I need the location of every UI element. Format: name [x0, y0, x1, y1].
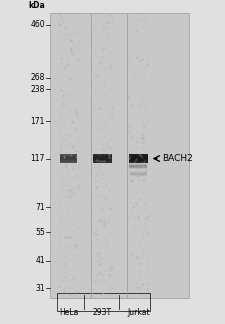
Text: 171: 171 — [31, 117, 45, 126]
FancyBboxPatch shape — [129, 158, 148, 159]
FancyBboxPatch shape — [60, 161, 77, 162]
FancyBboxPatch shape — [129, 154, 148, 163]
FancyBboxPatch shape — [93, 154, 112, 163]
FancyBboxPatch shape — [129, 161, 148, 162]
Text: BACH2: BACH2 — [162, 154, 193, 163]
FancyBboxPatch shape — [60, 156, 77, 157]
FancyBboxPatch shape — [129, 156, 148, 157]
Text: 238: 238 — [31, 85, 45, 94]
FancyBboxPatch shape — [129, 160, 148, 161]
FancyBboxPatch shape — [60, 154, 77, 163]
FancyBboxPatch shape — [60, 162, 77, 163]
FancyBboxPatch shape — [93, 157, 112, 158]
FancyBboxPatch shape — [93, 161, 112, 162]
Text: 268: 268 — [31, 73, 45, 82]
Text: 293T: 293T — [93, 308, 112, 317]
FancyBboxPatch shape — [60, 154, 77, 155]
FancyBboxPatch shape — [60, 155, 77, 156]
FancyBboxPatch shape — [129, 159, 148, 160]
FancyBboxPatch shape — [93, 159, 112, 160]
FancyBboxPatch shape — [129, 155, 148, 156]
FancyBboxPatch shape — [60, 159, 77, 160]
FancyBboxPatch shape — [129, 157, 148, 158]
Text: 71: 71 — [35, 203, 45, 212]
FancyBboxPatch shape — [60, 158, 77, 159]
Text: HeLa: HeLa — [59, 308, 78, 317]
FancyBboxPatch shape — [50, 13, 189, 298]
FancyBboxPatch shape — [93, 162, 112, 163]
FancyBboxPatch shape — [93, 154, 112, 155]
FancyBboxPatch shape — [60, 160, 77, 161]
Text: 117: 117 — [31, 154, 45, 163]
Text: Jurkat: Jurkat — [127, 308, 150, 317]
Text: 31: 31 — [35, 284, 45, 293]
FancyBboxPatch shape — [129, 154, 148, 155]
FancyBboxPatch shape — [129, 162, 148, 163]
FancyBboxPatch shape — [93, 160, 112, 161]
FancyBboxPatch shape — [93, 158, 112, 159]
Text: kDa: kDa — [28, 1, 45, 10]
FancyBboxPatch shape — [60, 157, 77, 158]
Text: 41: 41 — [35, 256, 45, 265]
Text: 55: 55 — [35, 228, 45, 237]
FancyBboxPatch shape — [93, 156, 112, 157]
FancyBboxPatch shape — [93, 155, 112, 156]
Text: 460: 460 — [30, 20, 45, 29]
